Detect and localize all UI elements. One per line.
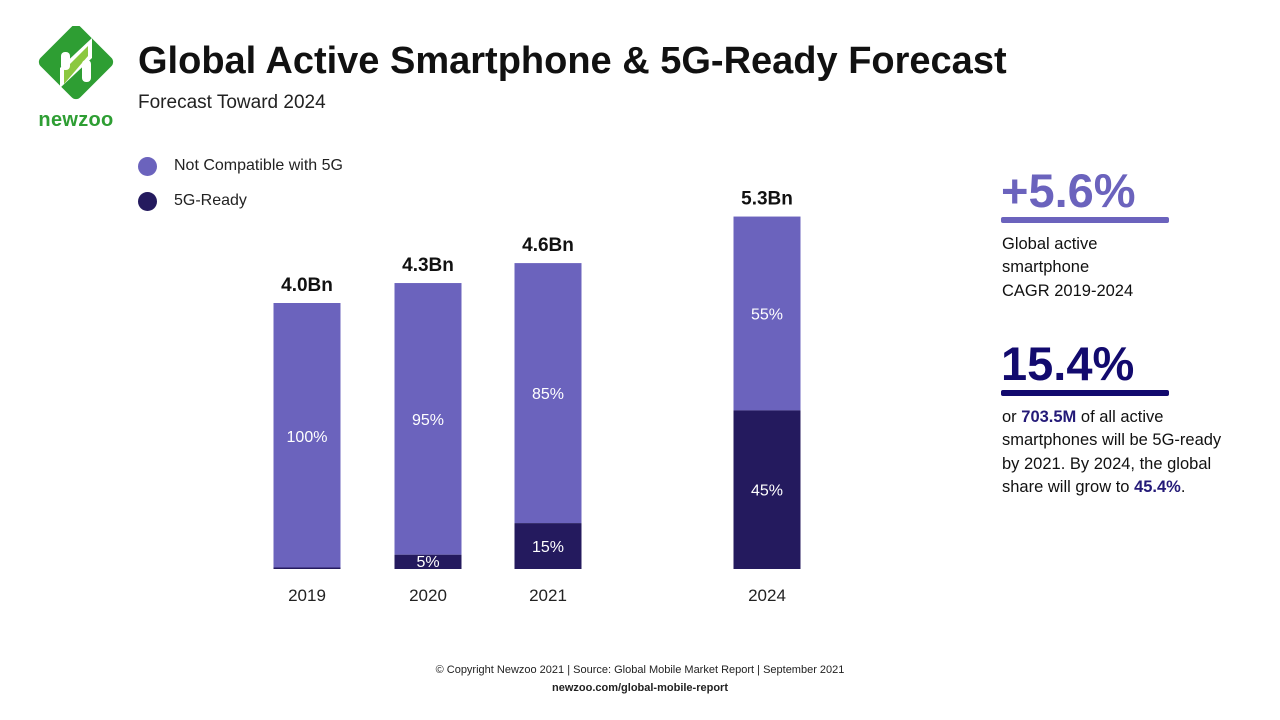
legend-item-5g-ready: 5G-Ready: [138, 189, 343, 213]
legend-label-not-compatible: Not Compatible with 5G: [174, 157, 343, 174]
total-label: 4.6Bn: [522, 235, 574, 256]
total-label: 4.0Bn: [281, 275, 333, 296]
cagr-description: Global active smartphone CAGR 2019-2024: [1002, 233, 1232, 303]
footer-copyright: © Copyright Newzoo 2021 | Source: Global…: [435, 664, 845, 676]
x-tick-label: 2021: [529, 586, 567, 605]
bar-segment-5g-ready: [514, 523, 582, 569]
page-title: Global Active Smartphone & 5G-Ready Fore…: [138, 40, 1007, 82]
cagr-underline: [1001, 217, 1169, 223]
bar-segment-not-compatible: [273, 303, 341, 569]
data-label-not-compatible: 55%: [751, 306, 783, 323]
total-label: 5.3Bn: [741, 189, 793, 210]
cagr-description-line: smartphone: [1002, 258, 1090, 277]
data-label-not-compatible: 85%: [532, 386, 564, 403]
newzoo-logo[interactable]: newzoo: [30, 24, 122, 134]
bar-segment-5g-ready: [394, 554, 462, 569]
share-value: 15.4%: [1001, 337, 1135, 390]
share-text-suffix: .: [1180, 477, 1186, 496]
share-text-middle: of all active smartphones will be 5G-rea…: [1002, 408, 1222, 496]
bar-segment-not-compatible: [394, 283, 462, 555]
legend-label-5g-ready: 5G-Ready: [174, 192, 247, 209]
chart-legend: Not Compatible with 5G 5G-Ready: [138, 154, 343, 224]
legend-swatch-5g-ready: [138, 191, 157, 211]
bar-segment-5g-ready: [273, 567, 341, 569]
bar-segment-5g-ready: [733, 410, 801, 569]
logo-wordmark: newzoo: [38, 109, 114, 131]
footer-url[interactable]: newzoo.com/global-mobile-report: [551, 682, 728, 694]
share-highlight-units: 703.5M: [1021, 408, 1077, 426]
x-tick-label: 2020: [409, 586, 447, 605]
total-label: 4.3Bn: [402, 255, 454, 276]
newzoo-logo-icon: [38, 24, 114, 100]
share-underline: [1001, 390, 1169, 396]
cagr-description-line: Global active: [1002, 235, 1098, 253]
page-subtitle: Forecast Toward 2024: [138, 92, 326, 113]
legend-item-not-compatible: Not Compatible with 5G: [138, 154, 343, 178]
x-tick-label: 2019: [288, 586, 326, 605]
bar-segment-not-compatible: [733, 216, 801, 411]
bar-segment-not-compatible: [514, 263, 582, 524]
data-label-5g-ready: 45%: [751, 483, 783, 500]
share-text-prefix: or: [1002, 408, 1022, 426]
data-label-5g-ready: 5%: [416, 554, 439, 571]
x-tick-label: 2024: [748, 586, 786, 605]
stacked-bar-chart: 100% 4.0Bn 2019 95% 5% 4.3Bn 2020 85% 15% 4.6Bn 20…: [273, 189, 801, 605]
cagr-value: +5.6%: [1001, 164, 1136, 217]
data-label-not-compatible: 95%: [412, 412, 444, 429]
legend-swatch-not-compatible: [138, 156, 157, 176]
cagr-description-line: CAGR 2019-2024: [1002, 281, 1134, 300]
share-highlight-percent: 45.4%: [1134, 477, 1181, 496]
share-description: or 703.5M of all active smartphones will…: [1002, 406, 1232, 499]
data-label-not-compatible: 100%: [287, 429, 328, 446]
data-label-5g-ready: 15%: [532, 539, 564, 556]
